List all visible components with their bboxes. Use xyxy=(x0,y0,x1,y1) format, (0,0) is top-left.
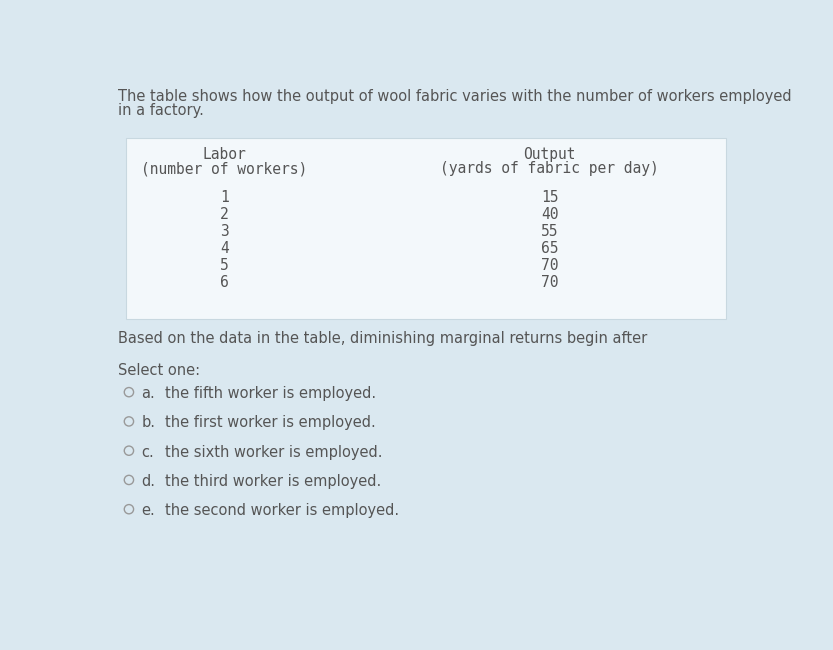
Text: 55: 55 xyxy=(541,224,558,239)
Text: Output: Output xyxy=(523,148,576,162)
Text: 4: 4 xyxy=(220,241,228,256)
Text: e.: e. xyxy=(142,503,155,518)
FancyBboxPatch shape xyxy=(126,138,726,319)
Text: 5: 5 xyxy=(220,258,228,273)
Text: in a factory.: in a factory. xyxy=(118,103,204,118)
Text: 1: 1 xyxy=(220,190,228,205)
Text: d.: d. xyxy=(142,474,155,489)
Text: Labor: Labor xyxy=(202,148,246,162)
Text: 65: 65 xyxy=(541,241,558,256)
Text: the second worker is employed.: the second worker is employed. xyxy=(165,503,399,518)
Text: (number of workers): (number of workers) xyxy=(141,161,307,176)
Text: the third worker is employed.: the third worker is employed. xyxy=(165,474,381,489)
Text: the fifth worker is employed.: the fifth worker is employed. xyxy=(165,386,376,401)
Text: 70: 70 xyxy=(541,275,558,290)
Text: 15: 15 xyxy=(541,190,558,205)
Text: a.: a. xyxy=(142,386,155,401)
Text: b.: b. xyxy=(142,415,155,430)
Text: 70: 70 xyxy=(541,258,558,273)
Text: 40: 40 xyxy=(541,207,558,222)
Text: 6: 6 xyxy=(220,275,228,290)
Text: 3: 3 xyxy=(220,224,228,239)
Text: The table shows how the output of wool fabric varies with the number of workers : The table shows how the output of wool f… xyxy=(118,89,791,104)
Text: Select one:: Select one: xyxy=(118,363,200,378)
Text: c.: c. xyxy=(142,445,154,460)
Text: (yards of fabric per day): (yards of fabric per day) xyxy=(441,161,659,176)
Text: the sixth worker is employed.: the sixth worker is employed. xyxy=(165,445,382,460)
Text: Based on the data in the table, diminishing marginal returns begin after: Based on the data in the table, diminish… xyxy=(118,331,647,346)
Text: 2: 2 xyxy=(220,207,228,222)
Text: the first worker is employed.: the first worker is employed. xyxy=(165,415,376,430)
